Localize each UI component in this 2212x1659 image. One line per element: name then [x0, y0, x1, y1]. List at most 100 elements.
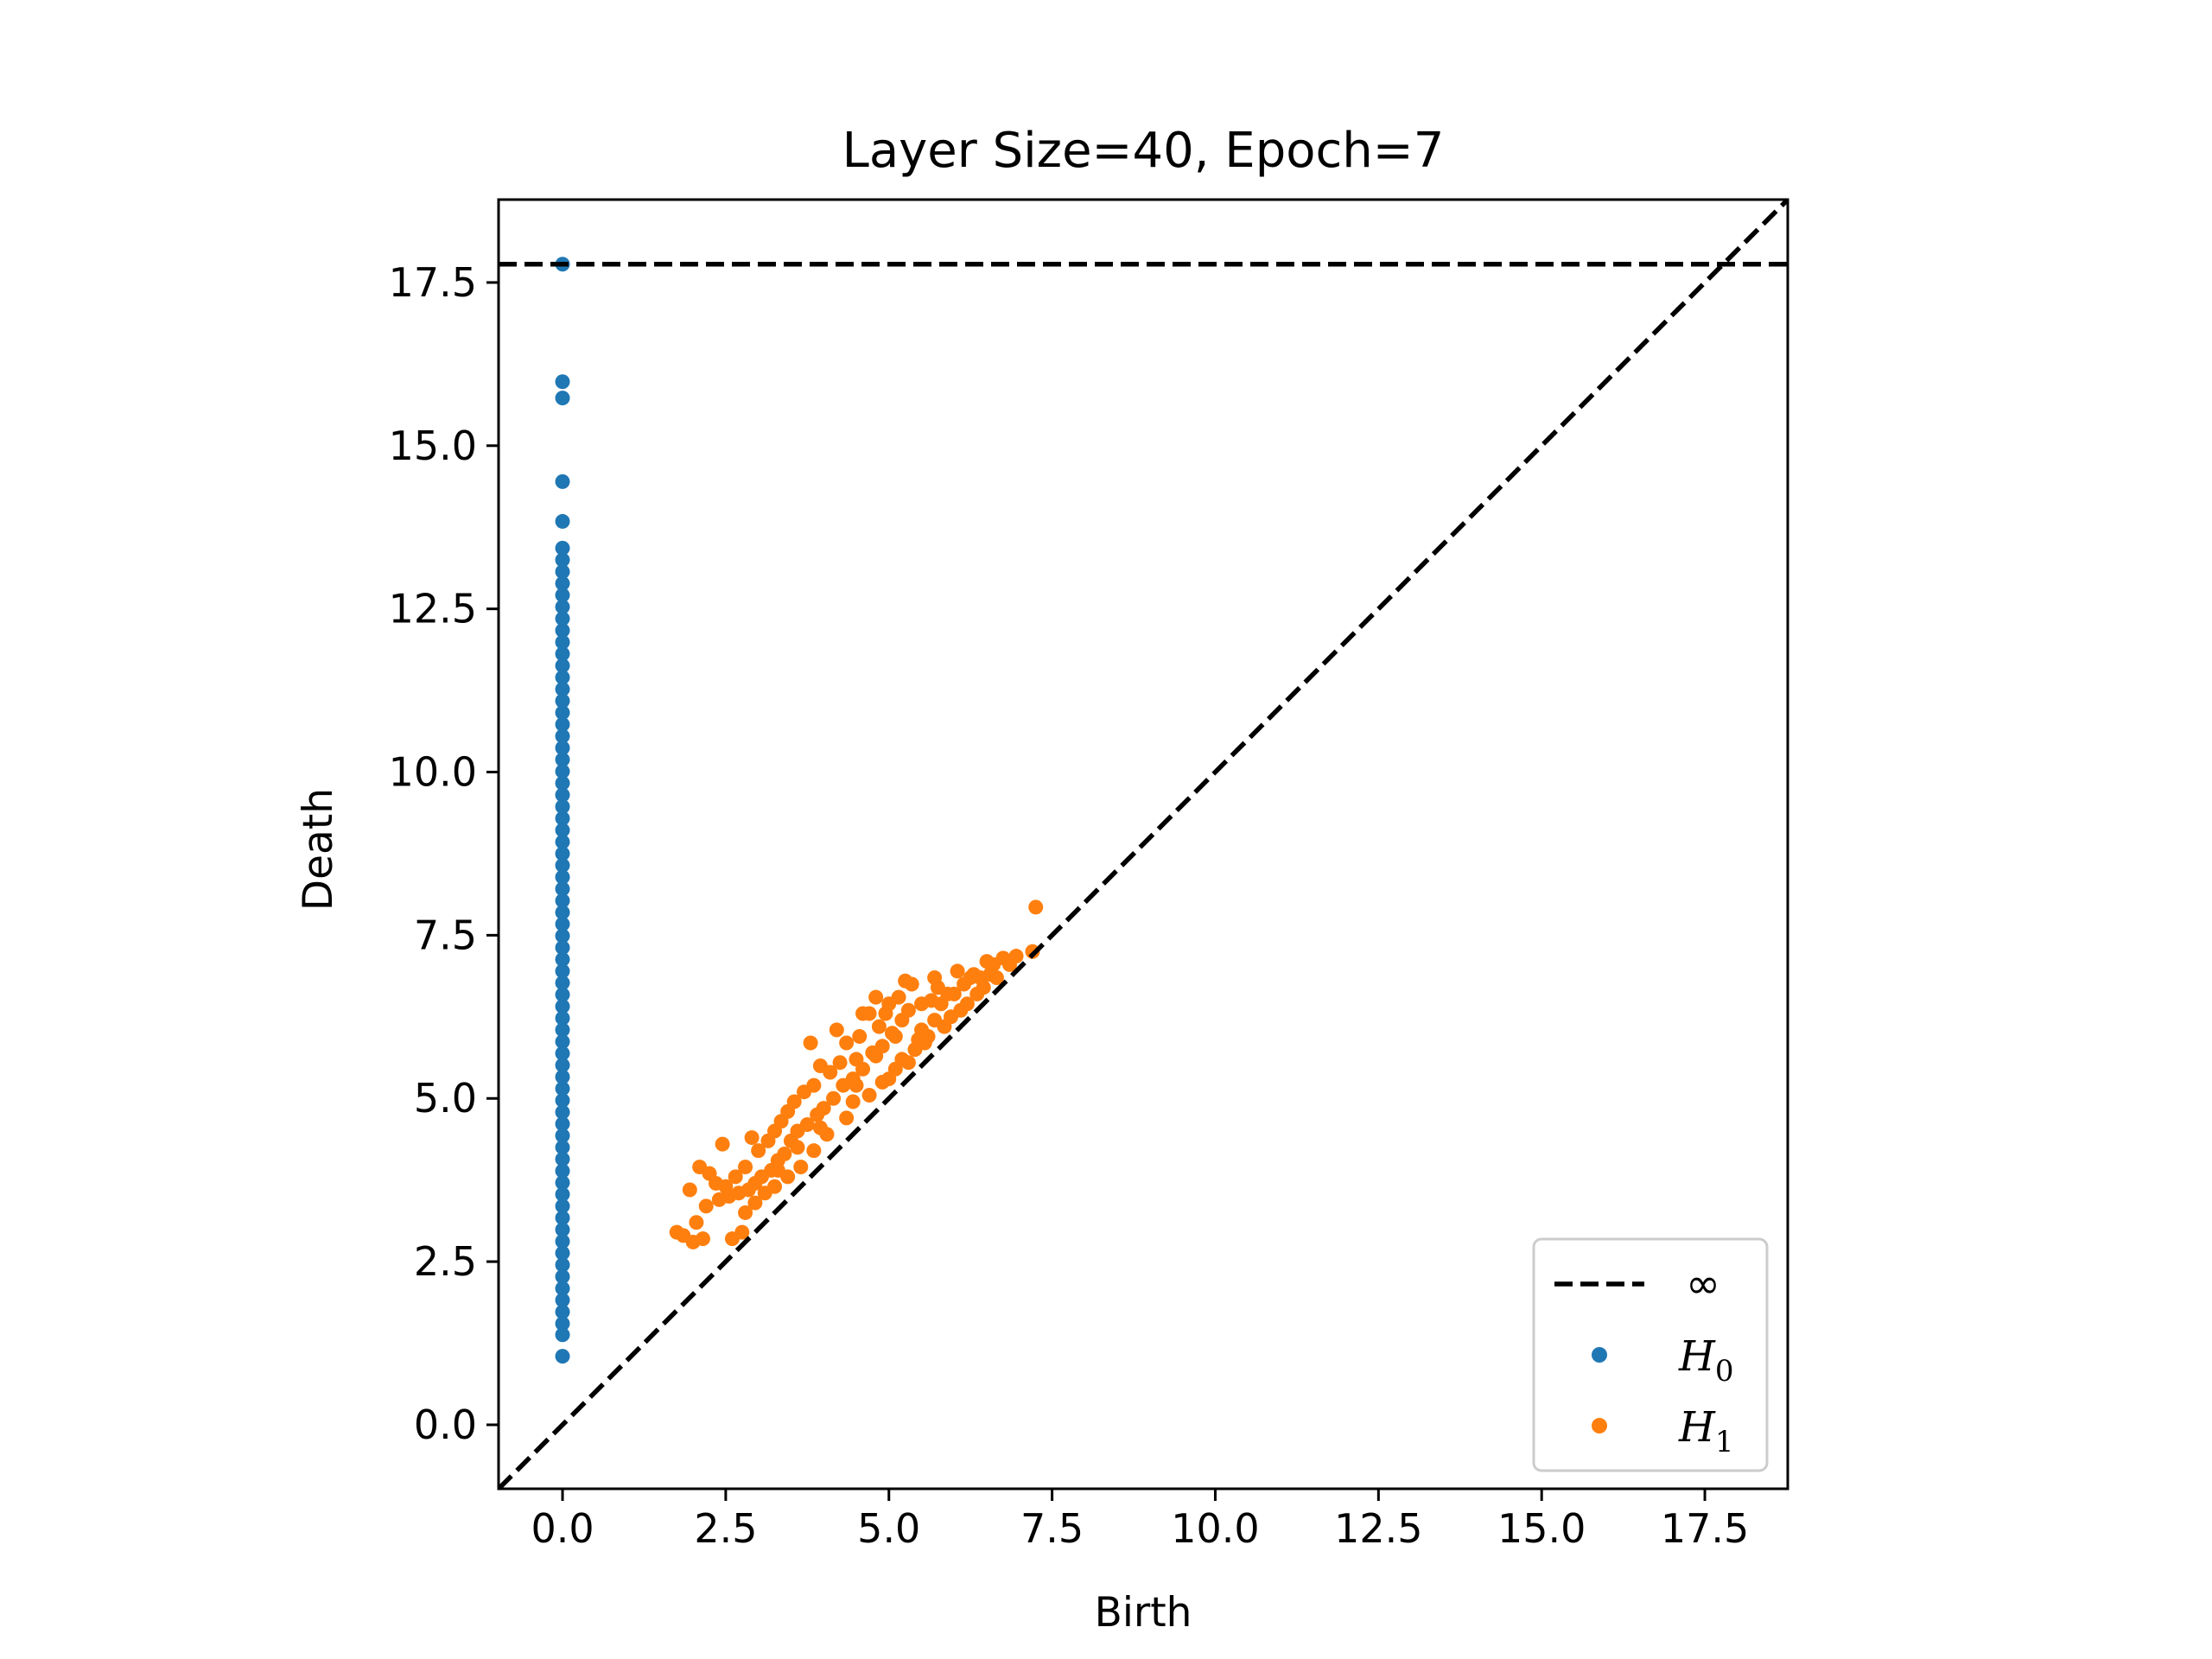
x-tick-label: 7.5 [1020, 1505, 1084, 1552]
data-point [803, 1035, 818, 1051]
data-point [555, 588, 570, 603]
data-point [685, 1234, 701, 1249]
data-point [555, 1093, 570, 1109]
data-point [555, 670, 570, 685]
data-point [810, 1107, 825, 1122]
data-point [826, 1090, 842, 1106]
data-point [969, 986, 985, 1001]
legend-label-subscript: 1 [1715, 1425, 1734, 1459]
data-point [744, 1130, 760, 1146]
legend-box [1532, 1237, 1769, 1472]
data-point [555, 611, 570, 626]
data-point [555, 764, 570, 779]
diagonal-line [499, 200, 1788, 1489]
data-point [555, 1234, 570, 1249]
data-point [849, 1077, 864, 1093]
data-point [555, 540, 570, 556]
data-point [836, 1077, 851, 1093]
data-point [946, 986, 962, 1001]
data-point [871, 1019, 887, 1034]
x-tick-label: 5.0 [857, 1505, 920, 1552]
data-point [933, 996, 949, 1012]
data-point [930, 980, 945, 995]
data-point [555, 658, 570, 673]
x-tick-label: 12.5 [1334, 1505, 1422, 1552]
data-point [555, 1022, 570, 1038]
data-point [555, 1046, 570, 1061]
data-point [734, 1224, 750, 1240]
data-point [555, 1128, 570, 1143]
data-point [555, 474, 570, 489]
data-point [555, 1281, 570, 1296]
legend-entry-h0: H0 [1592, 1332, 1734, 1389]
data-point [1002, 957, 1018, 972]
data-point [555, 646, 570, 662]
data-point [555, 1293, 570, 1308]
data-point [760, 1133, 776, 1148]
data-point [555, 869, 570, 885]
data-point [555, 951, 570, 967]
x-tick-label: 2.5 [694, 1505, 757, 1552]
data-point [555, 928, 570, 944]
data-point [555, 682, 570, 697]
data-point [555, 575, 570, 591]
data-point [555, 810, 570, 826]
data-point [555, 623, 570, 639]
y-tick-label: 2.5 [414, 1238, 477, 1285]
data-point [868, 1048, 884, 1064]
data-point [555, 634, 570, 650]
data-point [555, 1245, 570, 1261]
data-point [963, 969, 978, 985]
y-tick-label: 7.5 [414, 912, 477, 958]
data-point [979, 954, 995, 969]
data-point [555, 1222, 570, 1237]
data-point [555, 1163, 570, 1179]
data-point [950, 963, 965, 979]
data-point [555, 823, 570, 838]
data-point [738, 1160, 753, 1175]
legend-label-h1: H1 [1678, 1403, 1734, 1459]
data-point [797, 1084, 812, 1100]
data-point [555, 917, 570, 932]
x-tick-label: 10.0 [1171, 1505, 1259, 1552]
data-point [988, 969, 1004, 985]
data-point [757, 1185, 772, 1201]
data-point [555, 564, 570, 580]
data-point [555, 752, 570, 767]
data-point [914, 996, 930, 1012]
data-point [555, 1140, 570, 1155]
data-point [692, 1160, 708, 1175]
data-point [881, 996, 897, 1012]
data-point [852, 1028, 868, 1044]
y-tick-label: 10.0 [389, 749, 477, 796]
data-point [689, 1215, 704, 1230]
data-point [555, 987, 570, 1002]
data-point [555, 881, 570, 897]
data-point [1028, 899, 1044, 915]
data-point [555, 1349, 570, 1364]
data-point [555, 1152, 570, 1166]
axes: 0.0 2.5 5.0 7.5 10.0 12.5 15.0 17.5 0.0 2.5 5.0 7.5… [389, 198, 1789, 1552]
y-tick-label: 12.5 [389, 586, 477, 632]
data-point [555, 1069, 570, 1084]
x-tick-label: 17.5 [1661, 1505, 1749, 1552]
data-point [751, 1143, 766, 1159]
data-point [747, 1195, 763, 1211]
series-h0 [555, 257, 570, 1364]
legend-marker [1592, 1347, 1607, 1363]
data-point [555, 858, 570, 874]
data-point [829, 1022, 844, 1038]
x-axis-ticks: 0.0 2.5 5.0 7.5 10.0 12.5 15.0 17.5 [531, 1489, 1749, 1552]
data-point [855, 1006, 871, 1021]
data-point [849, 1052, 864, 1067]
data-point [555, 893, 570, 908]
data-point [555, 846, 570, 861]
data-point [555, 1198, 570, 1214]
data-point [555, 787, 570, 803]
data-point [555, 1058, 570, 1073]
legend-entry-infinity: ∞ [1554, 1260, 1720, 1308]
data-point [715, 1136, 730, 1152]
x-tick-label: 15.0 [1497, 1505, 1586, 1552]
